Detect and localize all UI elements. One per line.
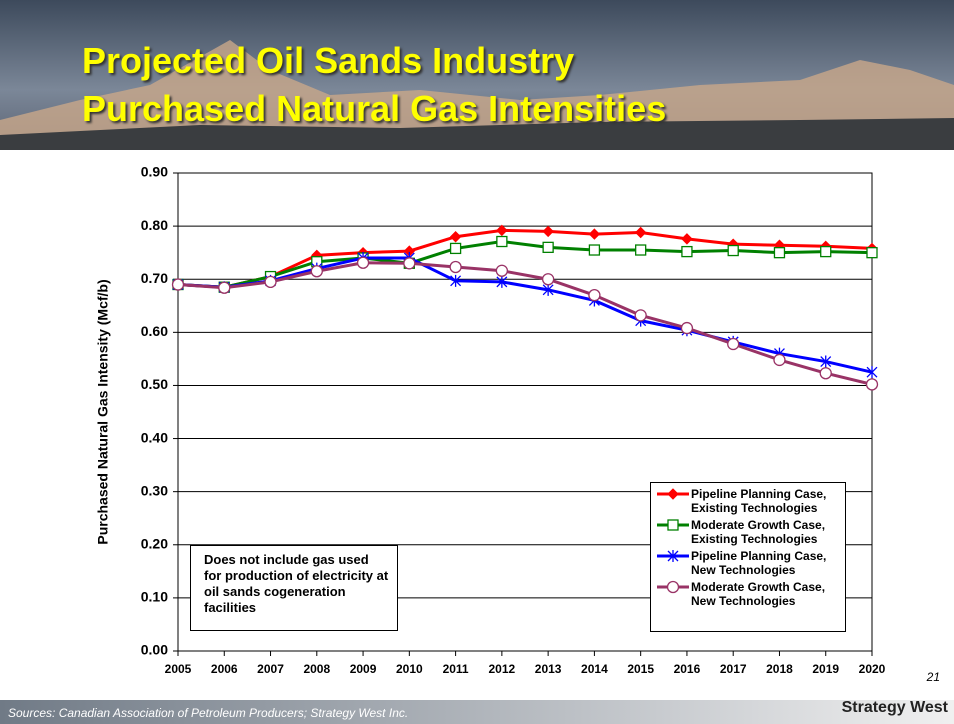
marker <box>866 247 878 259</box>
x-tick-label: 2006 <box>211 662 238 676</box>
y-tick-label: 0.90 <box>141 164 168 180</box>
x-tick-label: 2019 <box>812 662 839 676</box>
y-tick-label: 0.50 <box>141 376 168 392</box>
x-tick-label: 2017 <box>720 662 747 676</box>
marker <box>819 367 832 380</box>
marker <box>356 256 370 269</box>
marker <box>264 275 277 289</box>
x-tick-label: 2005 <box>165 662 192 676</box>
y-axis-label: Purchased Natural Gas Intensity (Mcf/b) <box>95 279 111 544</box>
title-line: Purchased Natural Gas Intensities <box>82 88 667 129</box>
legend-swatch <box>657 488 689 500</box>
marker <box>542 225 554 238</box>
marker <box>218 281 231 294</box>
legend-item: Pipeline Planning Case, Existing Technol… <box>655 487 841 515</box>
marker <box>403 257 416 270</box>
marker <box>496 275 508 288</box>
x-tick-label: 2008 <box>303 662 330 676</box>
marker <box>171 278 185 291</box>
marker <box>634 226 647 239</box>
y-tick-label: 0.40 <box>141 429 168 445</box>
legend-item: Moderate Growth Case, Existing Technolog… <box>655 518 841 546</box>
x-tick-label: 2013 <box>535 662 562 676</box>
x-tick-label: 2018 <box>766 662 793 676</box>
marker <box>820 355 832 368</box>
hills <box>0 118 954 150</box>
marker <box>541 273 555 286</box>
y-tick-label: 0.10 <box>141 589 168 605</box>
marker <box>680 321 694 335</box>
title-line: Projected Oil Sands Industry <box>82 40 575 81</box>
marker <box>773 353 786 367</box>
legend-swatch <box>657 550 689 562</box>
marker <box>727 244 739 257</box>
legend-label: Pipeline Planning Case, Existing Technol… <box>691 487 827 515</box>
marker <box>588 289 601 302</box>
marker <box>667 488 679 500</box>
legend: Pipeline Planning Case, Existing Technol… <box>650 482 846 632</box>
marker <box>449 260 462 274</box>
marker <box>634 309 647 322</box>
marker <box>865 378 879 391</box>
x-tick-label: 2010 <box>396 662 423 676</box>
y-tick-label: 0.70 <box>141 270 168 286</box>
y-tick-label: 0.60 <box>141 323 168 339</box>
marker <box>667 519 679 531</box>
x-tick-label: 2011 <box>443 662 469 676</box>
marker <box>588 228 601 240</box>
annotation: Does not include gas used for production… <box>190 545 398 631</box>
x-tick-label: 2012 <box>489 662 516 676</box>
marker <box>310 265 323 278</box>
legend-label: Moderate Growth Case, Existing Technolog… <box>691 518 826 546</box>
marker <box>588 244 601 256</box>
x-tick-label: 2009 <box>350 662 377 676</box>
legend-item: Moderate Growth Case, New Technologies <box>655 580 841 608</box>
marker <box>450 274 462 287</box>
legend-label: Pipeline Planning Case, New Technologies <box>691 549 827 577</box>
x-tick-label: 2020 <box>859 662 886 676</box>
marker <box>449 231 462 243</box>
y-tick-label: 0.20 <box>141 535 168 551</box>
marker <box>681 233 693 245</box>
y-tick-label: 0.30 <box>141 482 168 498</box>
logo: Strategy West <box>842 699 949 716</box>
x-tick-label: 2014 <box>581 662 608 676</box>
marker <box>496 224 508 237</box>
page-number: 21 <box>926 670 940 684</box>
series-line <box>177 261 873 386</box>
y-tick-label: 0.80 <box>141 217 168 233</box>
marker <box>681 245 693 258</box>
marker <box>542 241 554 254</box>
marker <box>635 244 647 256</box>
marker <box>773 247 786 259</box>
x-tick-label: 2016 <box>674 662 701 676</box>
marker <box>666 580 680 594</box>
x-tick-label: 2007 <box>257 662 284 676</box>
x-tick-label: 2015 <box>627 662 654 676</box>
y-tick-label: 0.00 <box>141 642 168 658</box>
marker <box>667 550 679 562</box>
legend-swatch <box>657 580 689 594</box>
source: Sources: Canadian Association of Petrole… <box>8 706 408 720</box>
series-line <box>177 228 873 289</box>
series-line <box>177 239 873 289</box>
marker <box>820 245 832 258</box>
legend-item: Pipeline Planning Case, New Technologies <box>655 549 841 577</box>
marker <box>866 366 878 379</box>
marker <box>496 235 508 248</box>
marker <box>449 242 462 255</box>
marker <box>495 264 509 277</box>
legend-label: Moderate Growth Case, New Technologies <box>691 580 826 608</box>
legend-swatch <box>657 519 689 531</box>
series-line <box>177 256 873 374</box>
footer-background <box>0 700 954 724</box>
marker <box>727 337 740 351</box>
marker <box>542 283 554 296</box>
